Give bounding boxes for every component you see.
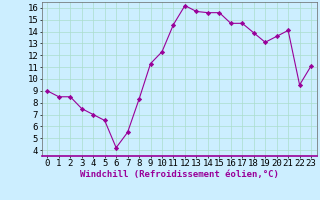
- X-axis label: Windchill (Refroidissement éolien,°C): Windchill (Refroidissement éolien,°C): [80, 170, 279, 179]
